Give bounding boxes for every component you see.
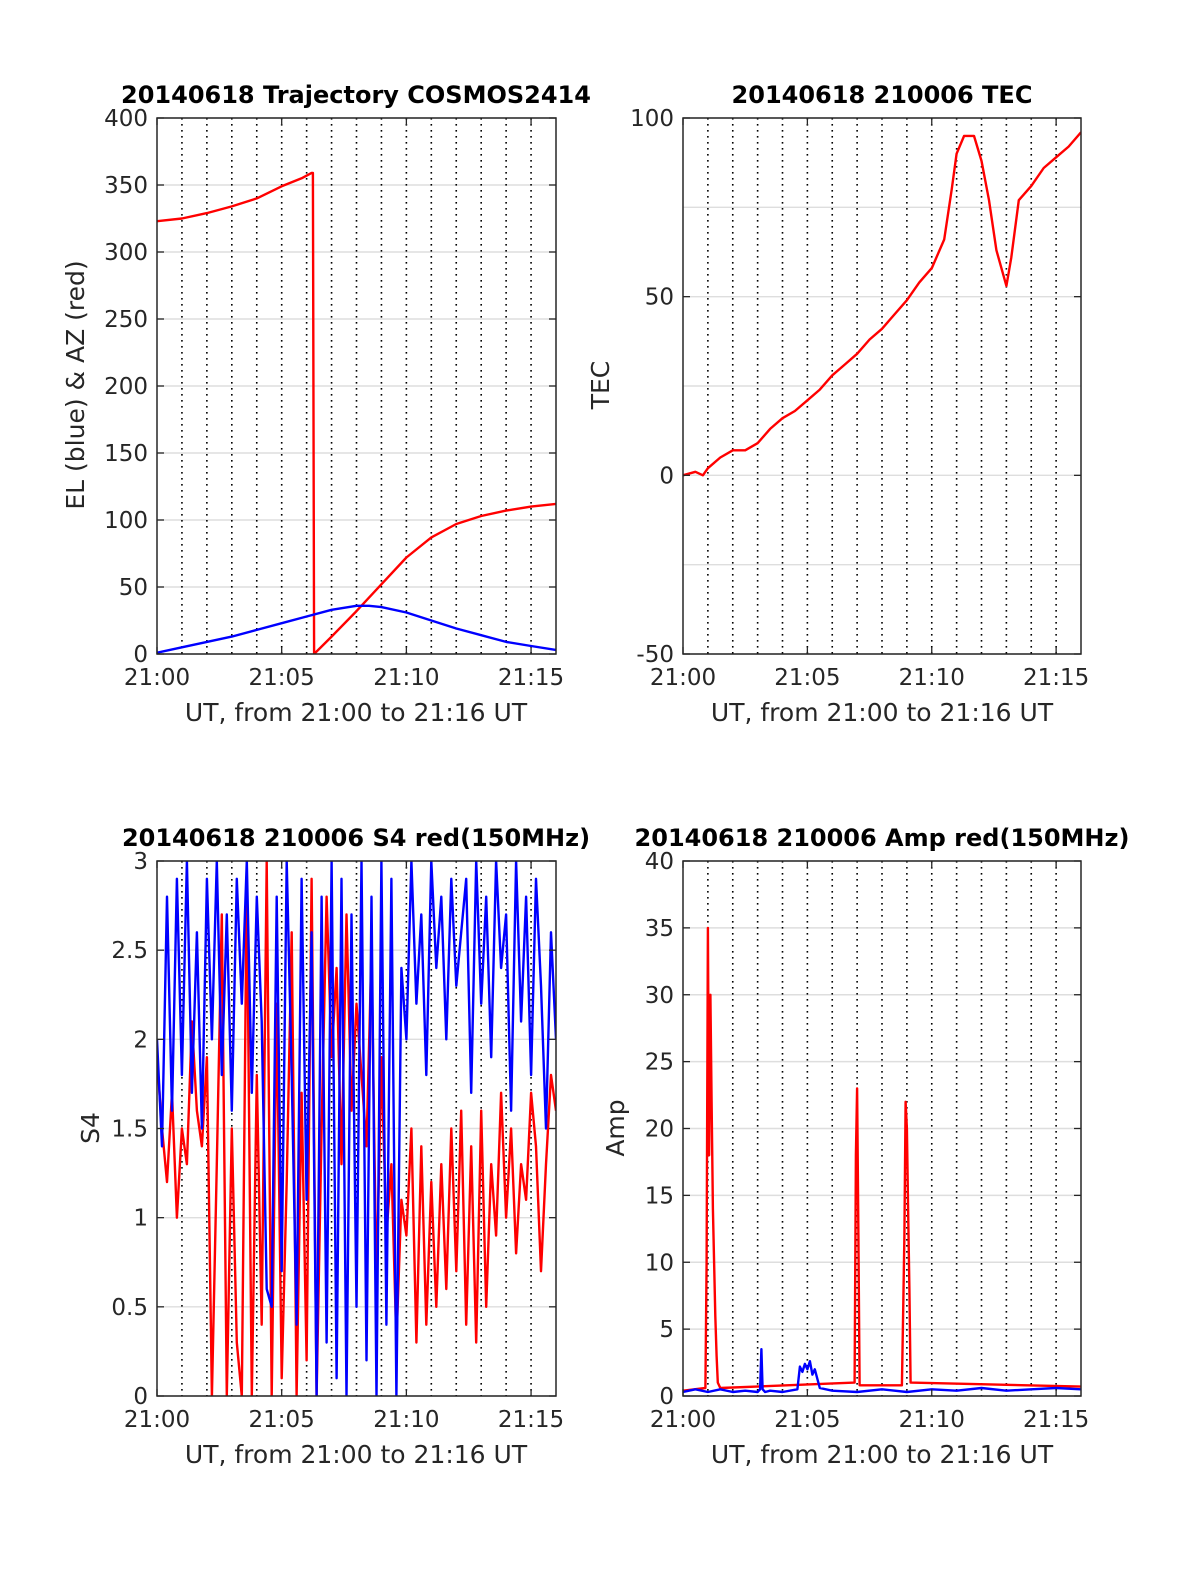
tec-xtick-label: 21:15 — [1023, 665, 1089, 691]
amp-ytick-label: 20 — [645, 1117, 674, 1143]
tec-ylabel: TEC — [586, 361, 615, 411]
s4-chart: 21:00 21:05 21:10 21:15 0 0.5 1 1.5 2 2.5 32014061… — [76, 824, 590, 1469]
tec-xtick-label: 21:00 — [650, 665, 716, 691]
s4-ytick-label: 0 — [133, 1384, 148, 1410]
trajectory-ytick-label: 0 — [133, 642, 148, 668]
s4-ytick-label: 2.5 — [111, 938, 148, 964]
amp-ytick-label: 5 — [659, 1317, 674, 1343]
s4-xtick-label: 21:00 — [124, 1407, 190, 1433]
trajectory-ytick-label: 100 — [104, 508, 148, 534]
tec-axes-box — [682, 117, 1082, 655]
s4-ytick-label: 3 — [133, 849, 148, 875]
amp-title: 20140618 210006 Amp red(150MHz) — [635, 824, 1130, 852]
amp-xlabel: UT, from 21:00 to 21:16 UT — [711, 1440, 1054, 1469]
amp-xtick-label: 21:00 — [650, 1407, 716, 1433]
amp-ytick-label: 35 — [645, 916, 674, 942]
trajectory-xtick-label: 21:00 — [124, 665, 190, 691]
trajectory-series-2-line — [157, 604, 556, 654]
amp-chart: 21:00 21:05 21:10 21:15 0 5 10 15 20 25 30 35 402014… — [601, 824, 1129, 1469]
s4-ytick-label: 0.5 — [111, 1295, 148, 1321]
tec-title: 20140618 210006 TEC — [732, 81, 1033, 109]
s4-ytick-label: 1.5 — [111, 1117, 148, 1143]
amp-ytick-label: 15 — [645, 1183, 674, 1209]
s4-xtick-label: 21:10 — [373, 1407, 439, 1433]
s4-xlabel: UT, from 21:00 to 21:16 UT — [185, 1440, 528, 1469]
trajectory-series-group — [157, 171, 556, 654]
amp-ytick-label: 0 — [659, 1384, 674, 1410]
tec-ytick-label: -50 — [636, 642, 674, 668]
tec-xtick-label: 21:10 — [899, 665, 965, 691]
trajectory-ytick-label: 400 — [104, 106, 148, 132]
s4-series-group — [157, 861, 556, 1396]
amp-ytick-label: 30 — [645, 983, 674, 1009]
amp-series-group — [683, 926, 1081, 1394]
trajectory-xtick-label: 21:05 — [249, 665, 315, 691]
trajectory-ylabel: EL (blue) & AZ (red) — [61, 260, 90, 509]
tec-series-group — [683, 131, 1081, 477]
s4-ytick-label: 2 — [133, 1027, 148, 1053]
amp-xtick-label: 21:10 — [899, 1407, 965, 1433]
trajectory-ytick-label: 350 — [104, 173, 148, 199]
tec-series-1-line — [683, 131, 1081, 477]
amp-ytick-label: 25 — [645, 1050, 674, 1076]
amp-ytick-label: 40 — [645, 849, 674, 875]
s4-ytick-label: 1 — [133, 1206, 148, 1232]
trajectory-series-1-line — [157, 171, 556, 654]
amp-ytick-label: 10 — [645, 1250, 674, 1276]
trajectory-ytick-label: 50 — [119, 575, 148, 601]
tec-xlabel: UT, from 21:00 to 21:16 UT — [711, 698, 1054, 727]
tec-ytick-label: 100 — [630, 106, 674, 132]
amp-series-1-line — [683, 926, 1081, 1392]
trajectory-ytick-label: 300 — [104, 240, 148, 266]
tec-ytick-label: 50 — [645, 285, 674, 311]
amp-xtick-label: 21:15 — [1023, 1407, 1089, 1433]
amp-xtick-label: 21:05 — [774, 1407, 840, 1433]
s4-title: 20140618 210006 S4 red(150MHz) — [122, 824, 590, 852]
s4-series-2-line — [157, 861, 556, 1396]
tec-ytick-label: 0 — [659, 463, 674, 489]
trajectory-xlabel: UT, from 21:00 to 21:16 UT — [185, 698, 528, 727]
trajectory-ytick-label: 200 — [104, 374, 148, 400]
tec-chart: 21:00 21:05 21:10 21:15 -50 0 50 100 20140618 21… — [586, 81, 1089, 727]
trajectory-title: 20140618 Trajectory COSMOS2414 — [121, 81, 591, 109]
amp-ylabel: Amp — [601, 1099, 630, 1156]
s4-xtick-label: 21:05 — [249, 1407, 315, 1433]
s4-ylabel: S4 — [76, 1112, 105, 1144]
s4-series-1-line — [157, 861, 556, 1396]
trajectory-ytick-label: 250 — [104, 307, 148, 333]
tec-xtick-label: 21:05 — [774, 665, 840, 691]
amp-series-2-line — [683, 1347, 1081, 1394]
trajectory-xtick-label: 21:10 — [373, 665, 439, 691]
s4-xtick-label: 21:15 — [498, 1407, 564, 1433]
trajectory-xtick-label: 21:15 — [498, 665, 564, 691]
trajectory-chart: 21:00 21:05 21:10 21:15 0 50 100 150 200 250 300 35… — [61, 81, 591, 727]
trajectory-ytick-label: 150 — [104, 441, 148, 467]
